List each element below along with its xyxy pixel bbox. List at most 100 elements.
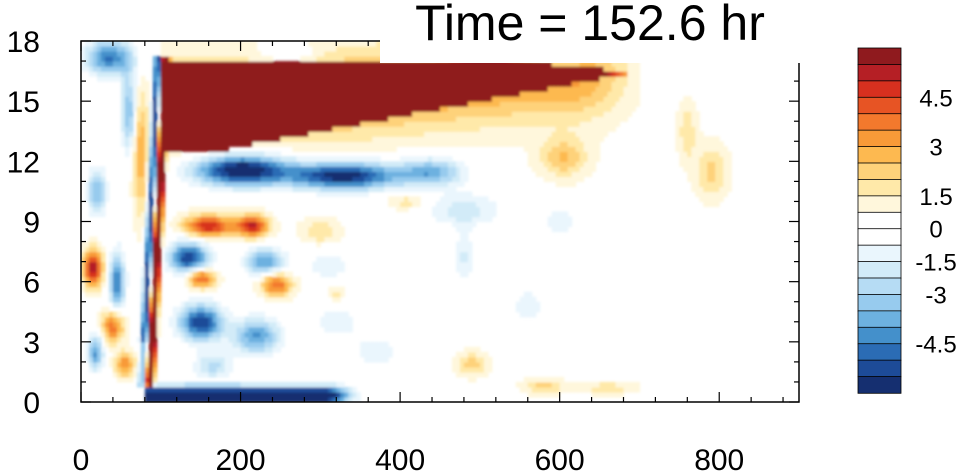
heatmap-cell <box>400 181 405 187</box>
heatmap-cell <box>176 396 182 402</box>
heatmap-cell <box>631 106 637 112</box>
heatmap-cell <box>300 391 305 398</box>
heatmap-cell <box>440 131 445 137</box>
heatmap-cell <box>459 206 465 213</box>
heatmap-cell <box>400 71 405 77</box>
heatmap-cell <box>679 101 684 107</box>
heatmap-cell <box>136 161 142 167</box>
heatmap-cell <box>392 126 397 132</box>
heatmap-cell <box>228 161 234 167</box>
heatmap-cell <box>288 71 294 77</box>
heatmap-cell <box>559 61 565 67</box>
heatmap-cell <box>132 366 138 373</box>
heatmap-cell <box>280 331 286 338</box>
heatmap-cell <box>188 131 194 137</box>
heatmap-cell <box>244 346 250 353</box>
heatmap-cell <box>555 71 561 77</box>
heatmap-cell <box>96 351 102 358</box>
heatmap-cell <box>176 126 182 132</box>
heatmap-cell <box>256 211 262 218</box>
heatmap-cell <box>603 386 609 393</box>
heatmap-cell <box>619 106 625 112</box>
heatmap-cell <box>440 161 445 167</box>
heatmap-cell <box>176 256 182 263</box>
heatmap-cell <box>428 81 433 87</box>
heatmap-cell <box>140 301 146 308</box>
heatmap-cell <box>284 81 290 87</box>
heatmap-cell <box>240 71 246 77</box>
heatmap-cell <box>380 146 385 152</box>
heatmap-cell <box>356 101 361 107</box>
heatmap-cell <box>136 216 142 223</box>
heatmap-cell <box>260 336 266 343</box>
heatmap-cell <box>451 141 457 147</box>
heatmap-cell <box>324 181 329 187</box>
heatmap-cell <box>228 361 234 368</box>
heatmap-cell <box>352 76 357 82</box>
heatmap-cell <box>619 71 625 77</box>
heatmap-cell <box>200 61 206 67</box>
heatmap-cell <box>699 191 704 198</box>
heatmap-cell <box>248 106 254 112</box>
heatmap-cell <box>523 116 529 122</box>
heatmap-cell <box>224 206 230 213</box>
heatmap-cell <box>440 176 445 182</box>
heatmap-cell <box>160 176 166 182</box>
heatmap-cell <box>595 111 601 117</box>
heatmap-cell <box>252 221 258 228</box>
heatmap-cell <box>116 316 122 323</box>
heatmap-cell <box>204 181 210 187</box>
heatmap-cell <box>455 71 461 77</box>
heatmap-cell <box>320 261 325 268</box>
heatmap-cell <box>595 381 601 388</box>
heatmap-cell <box>256 176 262 182</box>
heatmap-cell <box>260 266 266 273</box>
heatmap-cell <box>364 166 369 172</box>
heatmap-cell <box>467 76 473 82</box>
heatmap-cell <box>483 76 489 82</box>
heatmap-cell <box>408 126 413 132</box>
heatmap-cell <box>200 81 206 87</box>
heatmap-cell <box>192 86 198 92</box>
heatmap-cell <box>404 111 409 117</box>
heatmap-cell <box>212 256 218 263</box>
heatmap-cell <box>244 251 250 258</box>
heatmap-cell <box>527 306 533 313</box>
heatmap-cell <box>140 111 146 117</box>
heatmap-cell <box>372 351 377 358</box>
heatmap-cell <box>595 136 601 142</box>
heatmap-cell <box>388 91 393 97</box>
heatmap-cell <box>144 301 150 308</box>
heatmap-cell <box>200 156 206 162</box>
heatmap-cell <box>200 241 206 248</box>
heatmap-cell <box>244 351 250 358</box>
heatmap-cell <box>148 116 154 122</box>
heatmap-cell <box>81 256 86 263</box>
heatmap-cell <box>128 121 134 127</box>
heatmap-cell <box>424 76 429 82</box>
heatmap-cell <box>507 71 513 77</box>
heatmap-cell <box>260 56 266 62</box>
heatmap-cell <box>128 91 134 97</box>
heatmap-cell <box>288 156 294 162</box>
heatmap-cell <box>348 391 353 398</box>
heatmap-cell <box>264 256 270 263</box>
heatmap-cell <box>432 166 437 172</box>
heatmap-cell <box>332 266 337 273</box>
heatmap-cell <box>324 61 329 67</box>
heatmap-cell <box>587 131 593 137</box>
heatmap-cell <box>152 231 158 238</box>
heatmap-cell <box>324 101 329 107</box>
heatmap-cell <box>499 111 505 117</box>
heatmap-cell <box>236 396 242 402</box>
heatmap-cell <box>284 186 290 193</box>
heatmap-cell <box>152 56 158 62</box>
heatmap-cell <box>571 176 577 182</box>
heatmap-cell <box>364 116 369 122</box>
heatmap-cell <box>479 116 485 122</box>
heatmap-cell <box>479 216 485 223</box>
heatmap-cell <box>440 201 445 208</box>
heatmap-cell <box>535 76 541 82</box>
heatmap-cell <box>328 81 333 87</box>
heatmap-cell <box>312 266 317 273</box>
